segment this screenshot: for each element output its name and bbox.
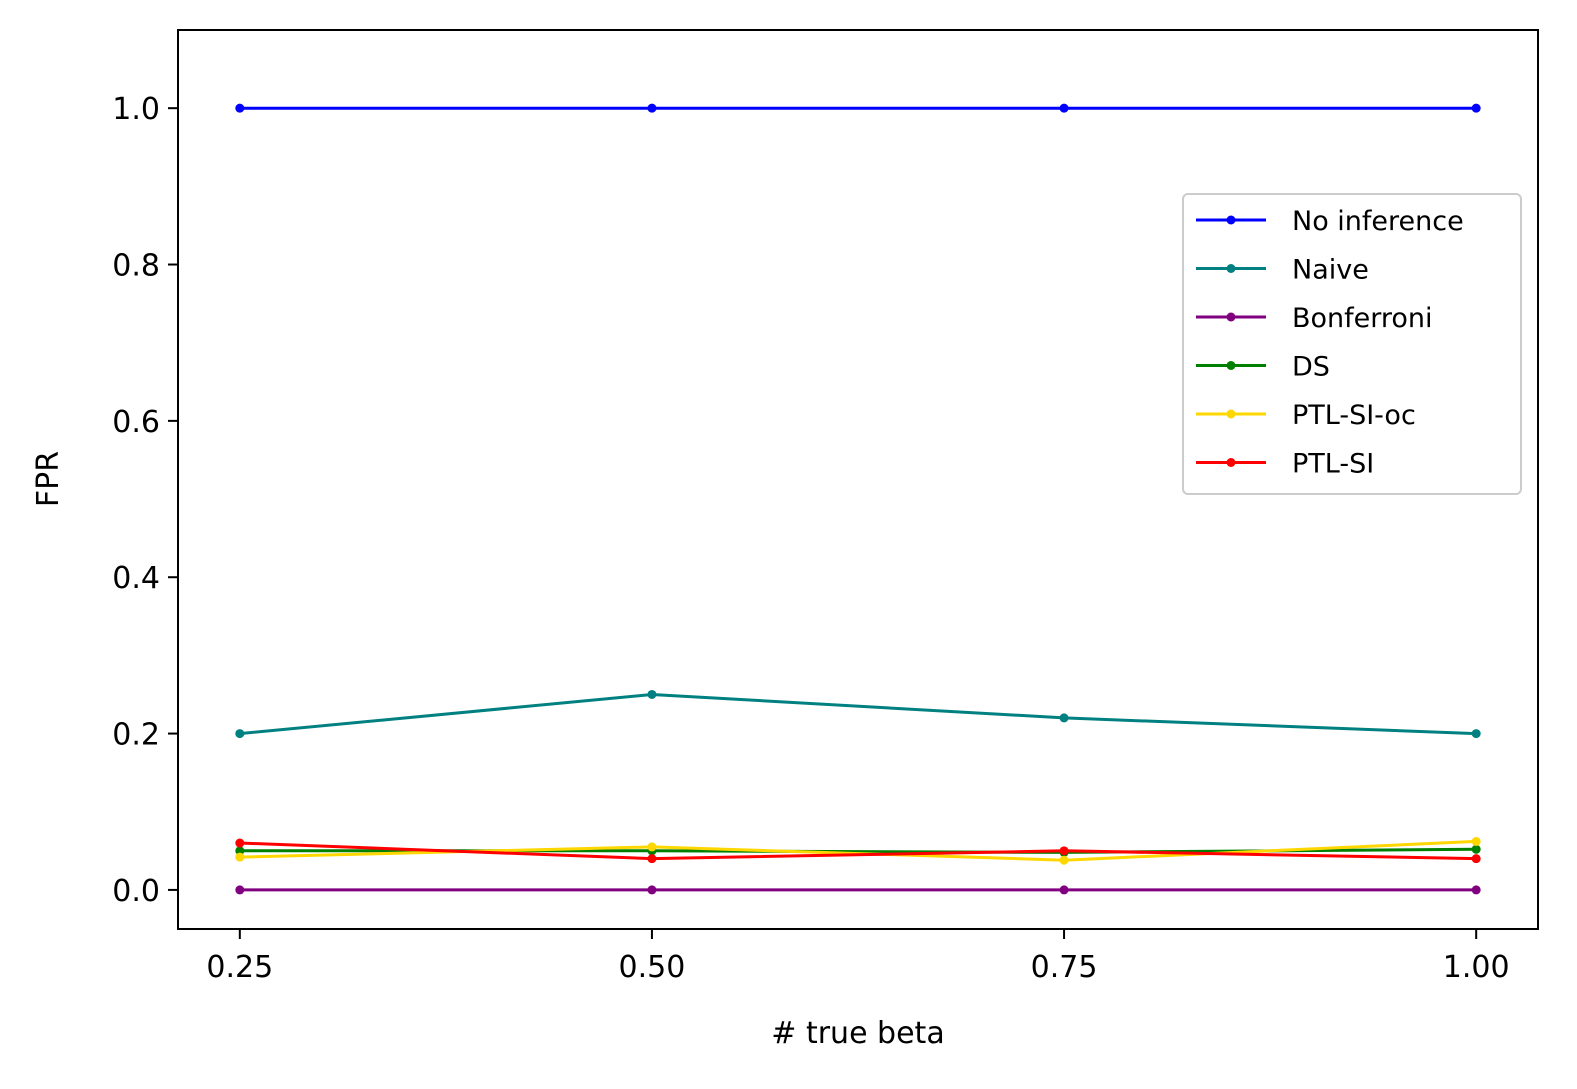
legend-swatch-marker bbox=[1226, 458, 1236, 467]
series-naive bbox=[235, 689, 1481, 739]
legend-label: PTL-SI-oc bbox=[1292, 400, 1416, 431]
data-point bbox=[1059, 103, 1069, 113]
data-point bbox=[647, 689, 657, 699]
legend-swatch-marker bbox=[1226, 312, 1236, 322]
legend-label: No inference bbox=[1292, 206, 1464, 237]
data-point bbox=[235, 846, 245, 856]
data-point bbox=[235, 729, 245, 739]
data-point bbox=[1471, 729, 1481, 739]
series-ptl-si bbox=[235, 838, 1481, 864]
legend-entry: Bonferroni bbox=[1196, 303, 1433, 334]
data-point bbox=[647, 854, 657, 864]
data-point bbox=[1471, 844, 1481, 854]
series-line bbox=[239, 841, 1477, 861]
series-bonferroni bbox=[235, 885, 1481, 895]
y-tick-label: 1.0 bbox=[112, 92, 160, 127]
legend-swatch-marker bbox=[1226, 409, 1236, 419]
x-tick-label: 0.50 bbox=[619, 950, 686, 985]
legend-swatch-marker bbox=[1226, 264, 1236, 273]
y-tick-label: 0.2 bbox=[112, 718, 160, 753]
data-point bbox=[1471, 854, 1481, 864]
legend-swatch-marker bbox=[1226, 215, 1236, 225]
data-point bbox=[1471, 885, 1481, 895]
data-point bbox=[1471, 103, 1481, 113]
legend-entry: PTL-SI-oc bbox=[1196, 400, 1416, 431]
data-point bbox=[1471, 836, 1481, 846]
data-point bbox=[235, 885, 245, 895]
legend-swatch-marker bbox=[1226, 361, 1236, 370]
y-axis-label: FPR bbox=[31, 451, 66, 507]
y-tick-label: 0.4 bbox=[112, 561, 160, 596]
legend-entry: DS bbox=[1196, 352, 1330, 383]
legend-label: PTL-SI bbox=[1292, 449, 1374, 480]
data-point bbox=[235, 838, 245, 848]
x-tick-label: 0.75 bbox=[1031, 950, 1098, 985]
data-point bbox=[647, 842, 657, 852]
y-axis-ticks: 0.0 0.2 0.4 0.6 0.8 1.0 bbox=[112, 92, 178, 909]
x-tick-label: 1.00 bbox=[1443, 950, 1510, 985]
data-point bbox=[235, 103, 245, 113]
series-no-inference bbox=[235, 103, 1481, 113]
data-point bbox=[1059, 713, 1069, 723]
legend-frame bbox=[1182, 193, 1522, 495]
legend-entry: Naive bbox=[1196, 255, 1369, 286]
legend-label: Naive bbox=[1292, 255, 1369, 286]
y-tick-label: 0.8 bbox=[112, 249, 160, 284]
legend-label: DS bbox=[1292, 352, 1330, 383]
y-tick-label: 0.0 bbox=[112, 874, 160, 909]
data-point bbox=[647, 885, 657, 895]
x-axis-label: # true beta bbox=[771, 1016, 944, 1051]
data-point bbox=[1059, 846, 1069, 856]
data-point bbox=[1059, 855, 1069, 865]
series-line bbox=[239, 693, 1477, 736]
series-layer bbox=[235, 103, 1481, 895]
legend-entry: No inference bbox=[1196, 206, 1464, 237]
y-tick-label: 0.6 bbox=[112, 405, 160, 440]
x-tick-label: 0.25 bbox=[206, 950, 273, 985]
legend: No inference Naive Bonferroni DS PTL-SI-oc PT… bbox=[1182, 193, 1522, 495]
x-axis-ticks: 0.25 0.50 0.75 1.00 bbox=[206, 929, 1510, 985]
data-point bbox=[647, 103, 657, 113]
legend-entry: PTL-SI bbox=[1196, 449, 1374, 480]
data-point bbox=[235, 852, 245, 862]
plot-frame bbox=[177, 29, 1539, 930]
legend-label: Bonferroni bbox=[1292, 303, 1433, 334]
data-point bbox=[1059, 885, 1069, 895]
